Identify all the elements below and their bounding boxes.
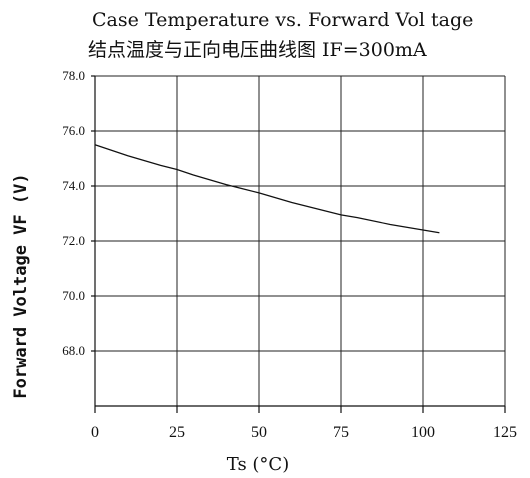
x-tick-label-4: 100: [411, 424, 435, 441]
x-tick-label-0: 0: [91, 424, 99, 441]
y-tick-label-1: 70.0: [62, 288, 85, 303]
x-tick-label-5: 125: [493, 424, 517, 441]
chart-title-line-1: Case Temperature vs. Forward Vol tage: [92, 9, 473, 31]
y-axis-label: Forward Voltage VF (V): [11, 173, 31, 398]
y-tick-labels: 68.0 70.0 72.0 74.0 76.0 78.0: [62, 68, 85, 358]
y-tick-label-3: 74.0: [62, 178, 85, 193]
x-tick-label-3: 75: [333, 424, 349, 441]
y-tick-label-4: 76.0: [62, 123, 85, 138]
grid-layer: [91, 75, 506, 413]
x-axis-label: Ts (°C): [227, 454, 289, 475]
y-tick-label-0: 68.0: [62, 343, 85, 358]
series-layer: [94, 144, 440, 234]
x-tick-label-1: 25: [169, 424, 185, 441]
y-tick-label-5: 78.0: [62, 68, 85, 83]
x-tick-label-2: 50: [251, 424, 267, 441]
chart-title-line-2: 结点温度与正向电压曲线图 IF=300mA: [88, 39, 427, 61]
x-tick-labels: 0 25 50 75 100 125: [91, 424, 517, 441]
series-line-0: [94, 144, 440, 234]
y-tick-label-2: 72.0: [62, 233, 85, 248]
